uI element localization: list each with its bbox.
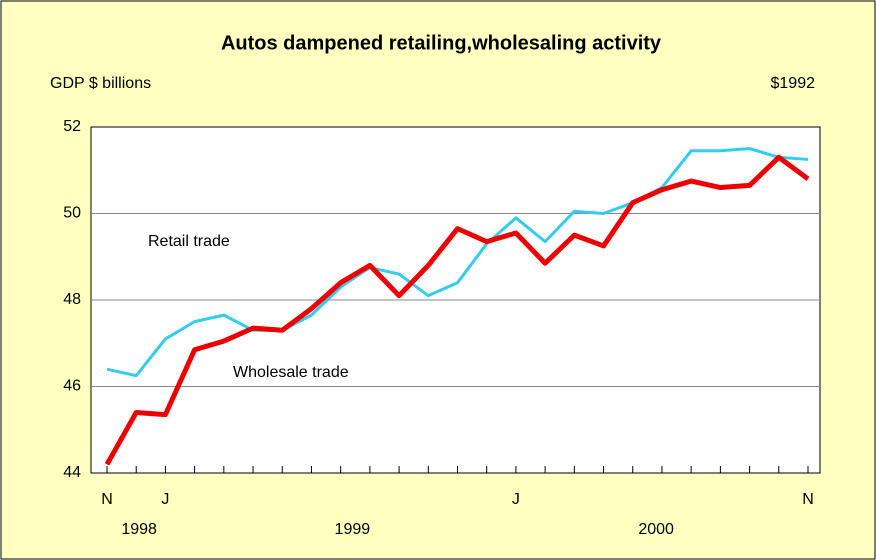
year-label: 2000 xyxy=(638,521,674,538)
y-tick-label: 52 xyxy=(63,118,81,135)
series-label: Retail trade xyxy=(148,233,230,250)
line-series xyxy=(106,147,809,378)
y-tick-label: 44 xyxy=(63,464,81,481)
y-tick-label: 50 xyxy=(63,205,81,222)
x-tick-label: N xyxy=(101,491,113,508)
chart-title: Autos dampened retailing,wholesaling act… xyxy=(221,32,662,54)
x-tick-label: J xyxy=(512,491,520,508)
series-label: Wholesale trade xyxy=(233,364,349,381)
y-axis-label: GDP $ billions xyxy=(50,75,151,92)
x-tick-label: N xyxy=(802,491,814,508)
y-tick-label: 46 xyxy=(63,378,81,395)
year-label: 1998 xyxy=(121,521,157,538)
y-tick-label: 48 xyxy=(63,291,81,308)
line-series xyxy=(104,154,810,466)
x-tick-label: J xyxy=(161,491,169,508)
unit-label: $1992 xyxy=(771,75,816,92)
year-label: 1999 xyxy=(335,521,371,538)
